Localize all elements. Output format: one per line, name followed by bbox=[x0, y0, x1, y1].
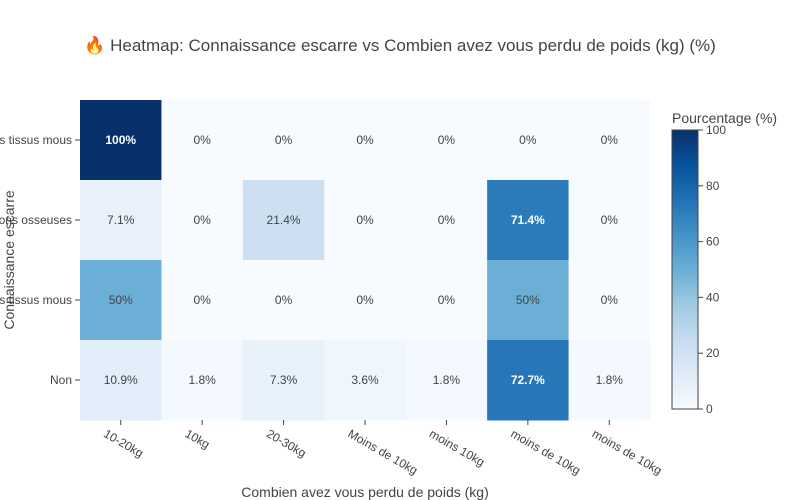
cell-value-label: 0% bbox=[356, 133, 374, 147]
heatmap-cell bbox=[568, 260, 651, 341]
cell-value-label: 100% bbox=[105, 133, 136, 147]
heatmap-cell bbox=[161, 100, 244, 181]
y-tick-label: es tissus mous bbox=[0, 133, 72, 147]
cell-value-label: 0% bbox=[601, 133, 619, 147]
cell-value-label: 50% bbox=[109, 293, 133, 307]
heatmap-cell bbox=[242, 260, 325, 341]
x-axis-title: Combien avez vous perdu de poids (kg) bbox=[241, 484, 488, 500]
heatmap-cell bbox=[242, 180, 325, 261]
cell-value-label: 7.1% bbox=[107, 213, 135, 227]
colorbar bbox=[671, 129, 699, 410]
y-tick-label: s tissus mous bbox=[0, 293, 72, 307]
cell-value-label: 72.7% bbox=[511, 373, 545, 387]
chart-title: 🔥 Heatmap: Connaissance escarre vs Combi… bbox=[84, 35, 716, 55]
colorbar-tick-label: 80 bbox=[706, 179, 720, 193]
x-tick-label: moins de 10kg bbox=[590, 426, 665, 477]
cell-value-label: 0% bbox=[275, 133, 293, 147]
heatmap-cell bbox=[487, 100, 570, 181]
heatmap-cell bbox=[568, 100, 651, 181]
heatmap-cell bbox=[487, 260, 570, 341]
heatmap-cell-labels: 100% 0% 0% 0% 0% 0% 0% 7.1% 0% 21.4% 0% 0% 71.4% 0% 50… bbox=[104, 133, 624, 387]
y-axis-ticks: es tissus mous lons osseuses s tissus mous… bbox=[0, 133, 80, 387]
colorbar-ticks: 0 20 40 60 80 100 bbox=[698, 123, 726, 416]
cell-value-label: 50% bbox=[516, 293, 540, 307]
x-axis-ticks: 10-20kg 10kg 20-30kg Moins de 10kg moins 10k… bbox=[101, 420, 664, 478]
heatmap-cell bbox=[242, 340, 325, 421]
heatmap-cell bbox=[405, 100, 488, 181]
cell-value-label: 1.8% bbox=[596, 373, 624, 387]
cell-value-label: 1.8% bbox=[433, 373, 461, 387]
x-tick-label: 20-30kg bbox=[264, 426, 309, 460]
heatmap-cell bbox=[405, 340, 488, 421]
heatmap-cell bbox=[161, 180, 244, 261]
heatmap-cell bbox=[80, 180, 162, 261]
cell-value-label: 0% bbox=[193, 133, 211, 147]
cell-value-label: 0% bbox=[601, 213, 619, 227]
cell-value-label: 0% bbox=[193, 213, 211, 227]
cell-value-label: 71.4% bbox=[511, 213, 545, 227]
heatmap-cell bbox=[324, 340, 407, 421]
heatmap-cell bbox=[487, 340, 570, 421]
cell-value-label: 0% bbox=[519, 133, 537, 147]
cell-value-label: 7.3% bbox=[270, 373, 298, 387]
colorbar-tick-label: 100 bbox=[706, 123, 726, 137]
colorbar-tick-label: 40 bbox=[706, 290, 720, 304]
heatmap-cell bbox=[161, 260, 244, 341]
colorbar-tick-label: 0 bbox=[706, 402, 713, 416]
cell-value-label: 0% bbox=[601, 293, 619, 307]
cell-value-label: 0% bbox=[438, 213, 456, 227]
heatmap-cell bbox=[568, 180, 651, 261]
cell-value-label: 10.9% bbox=[104, 373, 138, 387]
cell-value-label: 1.8% bbox=[188, 373, 216, 387]
y-tick-label: Non bbox=[50, 373, 72, 387]
colorbar-title: Pourcentage (%) bbox=[672, 110, 777, 126]
heatmap-cell bbox=[80, 100, 162, 181]
cell-value-label: 0% bbox=[356, 293, 374, 307]
x-tick-label: 10-20kg bbox=[101, 426, 146, 460]
x-tick-label: moins de 10kg bbox=[508, 426, 583, 477]
heatmap-cell bbox=[324, 100, 407, 181]
heatmap-cell bbox=[242, 100, 325, 181]
cell-value-label: 3.6% bbox=[351, 373, 379, 387]
heatmap-cell bbox=[405, 180, 488, 261]
heatmap-cell bbox=[405, 260, 488, 341]
heatmap-cells bbox=[80, 100, 651, 421]
cell-value-label: 0% bbox=[438, 133, 456, 147]
cell-value-label: 21.4% bbox=[267, 213, 301, 227]
colorbar-tick-label: 60 bbox=[706, 235, 720, 249]
y-tick-label: lons osseuses bbox=[0, 213, 72, 227]
x-tick-label: moins 10kg bbox=[427, 426, 487, 469]
heatmap-cell bbox=[80, 340, 162, 421]
heatmap-cell bbox=[161, 340, 244, 421]
cell-value-label: 0% bbox=[193, 293, 211, 307]
cell-value-label: 0% bbox=[356, 213, 374, 227]
cell-value-label: 0% bbox=[275, 293, 293, 307]
x-tick-label: 10kg bbox=[183, 426, 213, 451]
y-axis-title: Connaissance escarre bbox=[1, 190, 17, 330]
heatmap-cell bbox=[324, 260, 407, 341]
colorbar-tick-label: 20 bbox=[706, 346, 720, 360]
x-tick-label: Moins de 10kg bbox=[346, 426, 421, 477]
heatmap-cell bbox=[80, 260, 162, 341]
heatmap-cell bbox=[324, 180, 407, 261]
heatmap-cell bbox=[487, 180, 570, 261]
heatmap-cell bbox=[568, 340, 651, 421]
cell-value-label: 0% bbox=[438, 293, 456, 307]
